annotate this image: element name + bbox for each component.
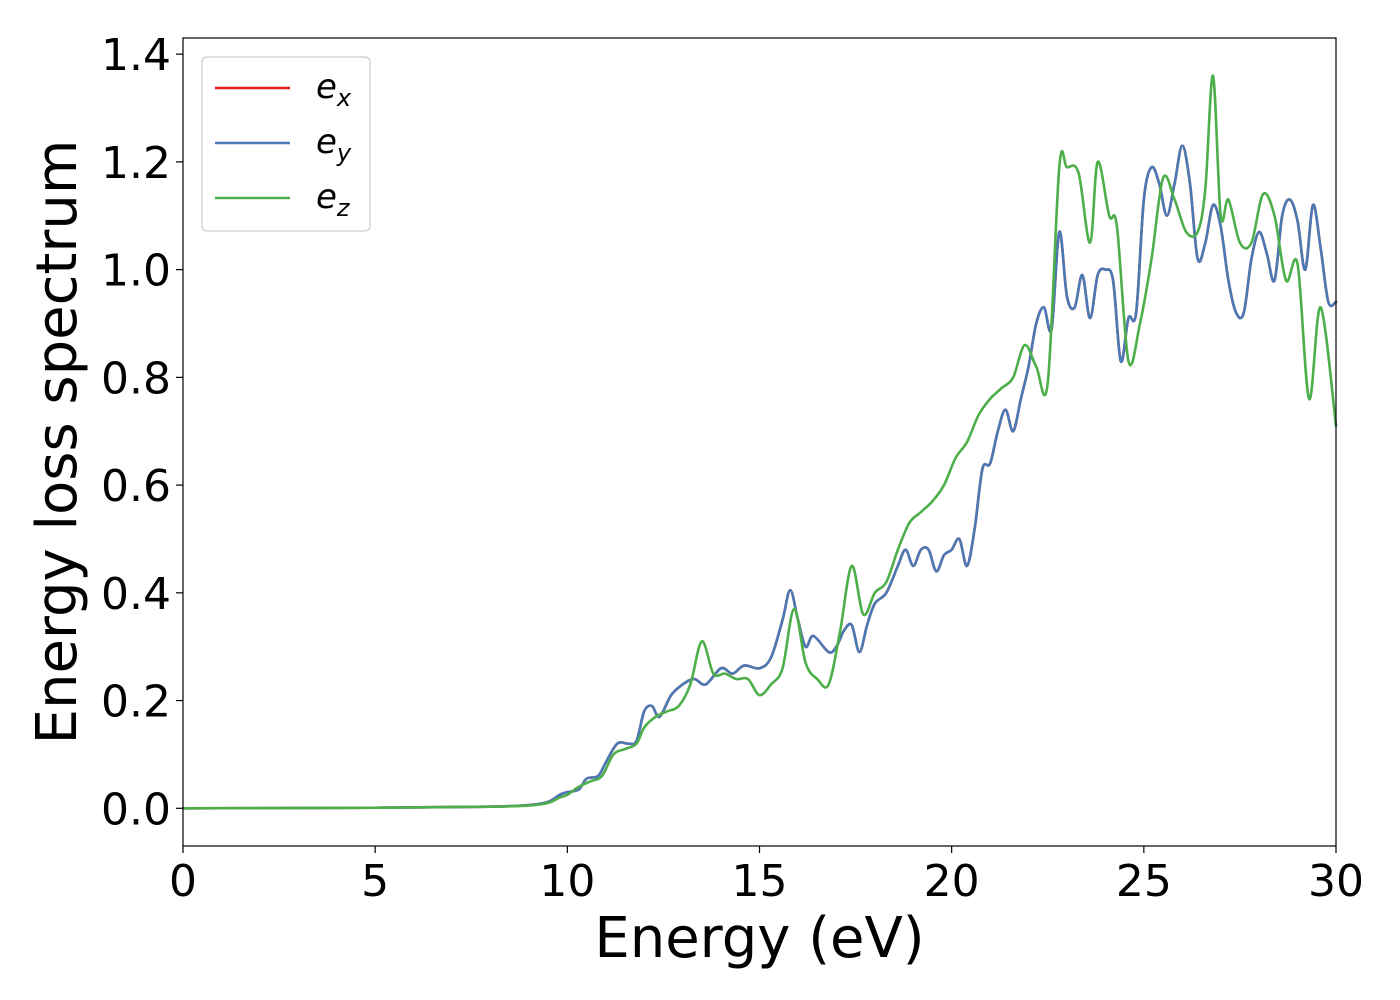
y-axis-title: Energy loss spectrum [25, 140, 90, 745]
series-line-z [181, 74, 1338, 810]
y-axis-ticks: 0.0 0.2 0.4 0.6 0.8 1.0 1.2 1.4 [101, 30, 183, 835]
x-tick-label: 10 [539, 856, 595, 907]
x-tick-label: 5 [361, 856, 389, 907]
legend-label-sub: x [336, 84, 352, 112]
x-tick-label: 0 [169, 856, 197, 907]
x-tick-label: 25 [1116, 856, 1172, 907]
y-tick-label: 0.6 [101, 461, 171, 512]
legend-label-sub: z [336, 194, 351, 222]
y-tick-label: 0.2 [101, 677, 171, 728]
y-tick-label: 0.0 [101, 784, 171, 835]
plot-area [183, 38, 1336, 846]
y-tick-label: 1.4 [101, 30, 171, 81]
y-tick-label: 1.2 [101, 138, 171, 189]
x-tick-label: 20 [924, 856, 980, 907]
y-tick-label: 0.4 [101, 569, 171, 620]
x-axis-ticks: 0 5 10 15 20 25 30 [169, 846, 1364, 907]
legend-label-base: e [316, 67, 337, 107]
x-tick-label: 15 [732, 856, 788, 907]
legend-label-base: e [316, 177, 337, 217]
series-layer [181, 74, 1338, 810]
legend-label-z: ez [316, 177, 351, 222]
series-line-y [181, 144, 1338, 810]
legend-label-y: ey [316, 122, 352, 167]
x-axis-title: Energy (eV) [594, 906, 924, 971]
legend-label-sub: y [336, 139, 352, 167]
y-tick-label: 1.0 [101, 246, 171, 297]
y-tick-label: 0.8 [101, 353, 171, 404]
x-tick-label: 30 [1308, 856, 1364, 907]
legend-label-x: ex [316, 67, 352, 112]
legend-label-base: e [316, 122, 337, 162]
